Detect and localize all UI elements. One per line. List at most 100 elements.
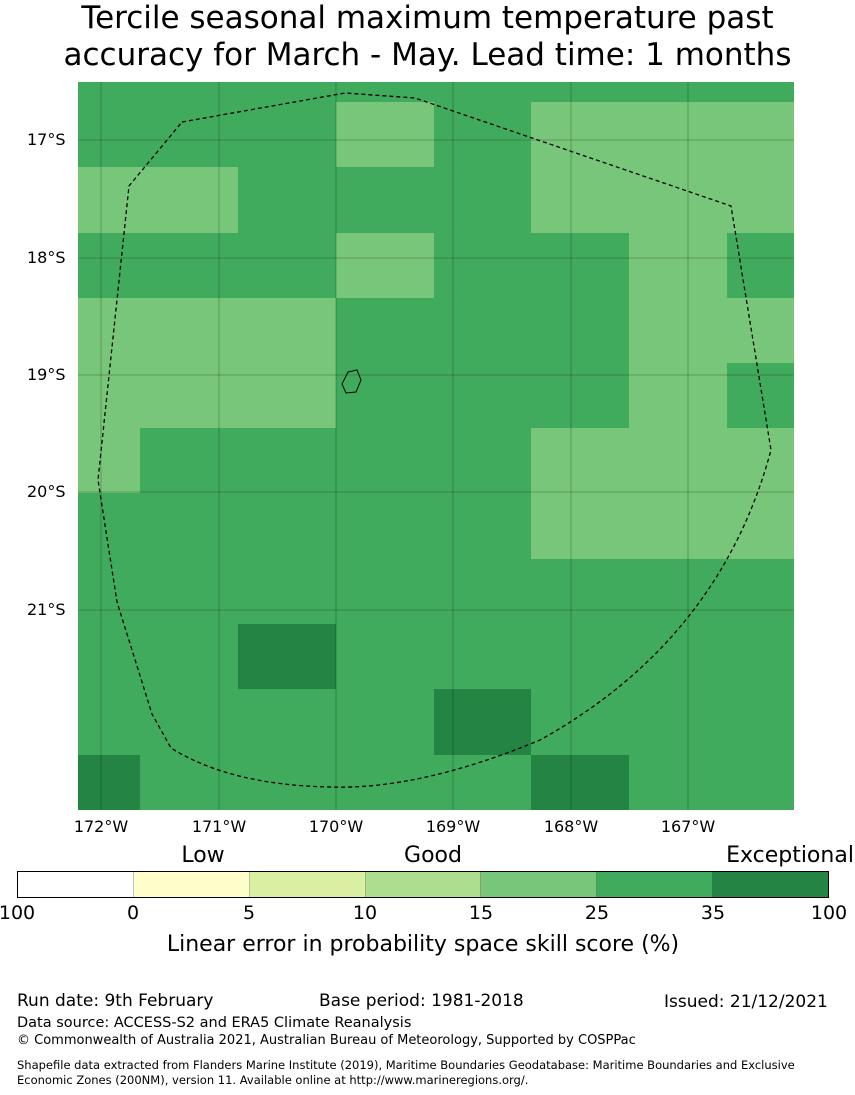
grid-cell — [629, 755, 727, 810]
grid-cell — [336, 82, 434, 102]
grid-cell — [727, 82, 794, 102]
base-period: Base period: 1981-2018 — [319, 991, 524, 1011]
colorbar-tick: 0 — [126, 902, 140, 924]
colorbar-label: Linear error in probability space skill … — [166, 932, 680, 957]
grid-cell — [336, 298, 434, 363]
grid-cell — [531, 559, 629, 624]
grid-cell — [727, 493, 794, 559]
grid-cell — [78, 755, 140, 810]
colorbar-swatch — [597, 872, 714, 897]
grid-cell — [238, 559, 336, 624]
colorbar-tick: 35 — [700, 902, 726, 924]
grid-cell — [531, 689, 629, 755]
grid-cell — [629, 689, 727, 755]
grid-cell — [140, 689, 238, 755]
grid-cell — [629, 493, 727, 559]
grid-cell — [727, 559, 794, 624]
colorbar-tick: 10 — [352, 902, 378, 924]
grid-cell — [336, 428, 434, 493]
category-low: Low — [181, 843, 225, 868]
grid-cell — [727, 233, 794, 298]
grid-cell — [531, 233, 629, 298]
grid-cell — [238, 363, 336, 428]
grid-cell — [336, 624, 434, 689]
grid-cell — [238, 428, 336, 493]
colorbar-swatch — [249, 872, 366, 897]
grid-cell — [336, 167, 434, 233]
grid-cell — [140, 102, 238, 167]
grid-cell — [434, 559, 531, 624]
skill-map — [78, 82, 794, 810]
category-exceptional: Exceptional — [726, 843, 854, 868]
grid-cell — [140, 167, 238, 233]
island-coastline — [341, 369, 362, 394]
grid-cell — [238, 624, 336, 689]
grid-cell — [629, 102, 727, 167]
colorbar-tick: 5 — [242, 902, 256, 924]
grid-cell — [336, 363, 434, 428]
lon-label: 168°W — [543, 817, 599, 836]
grid-cell — [140, 428, 238, 493]
colorbar — [17, 871, 829, 898]
grid-cell — [531, 493, 629, 559]
grid-cell — [336, 755, 434, 810]
map-title: Tercile seasonal maximum temperature pas… — [63, 0, 792, 73]
grid-cell — [727, 363, 794, 428]
grid-cell — [336, 233, 434, 298]
grid-cell — [629, 624, 727, 689]
grid-cell — [727, 298, 794, 363]
grid-cell — [727, 624, 794, 689]
grid-cell — [629, 233, 727, 298]
grid-cell — [727, 167, 794, 233]
grid-cell — [434, 298, 531, 363]
lon-label: 167°W — [660, 817, 716, 836]
grid-cell — [78, 233, 140, 298]
grid-cell — [336, 689, 434, 755]
grid-cell — [434, 167, 531, 233]
category-good: Good — [404, 843, 462, 868]
grid-cell — [140, 82, 238, 102]
grid-cell — [78, 493, 140, 559]
grid-cell — [78, 559, 140, 624]
grid-cell — [238, 233, 336, 298]
lat-label: 18°S — [27, 248, 66, 267]
colorbar-swatch — [713, 872, 829, 897]
grid-cell — [434, 428, 531, 493]
colorbar-tick: 15 — [468, 902, 494, 924]
lon-label: 170°W — [308, 817, 364, 836]
colorbar-tick: 100 — [0, 902, 36, 924]
grid-cell — [434, 755, 531, 810]
grid-cell — [727, 102, 794, 167]
grid-cell — [434, 82, 531, 102]
shapefile-credit: Economic Zones (200NM), version 11. Avai… — [17, 1073, 529, 1087]
copyright: © Commonwealth of Australia 2021, Austra… — [17, 1033, 636, 1048]
grid-cell — [531, 363, 629, 428]
grid-cell — [531, 298, 629, 363]
colorbar-swatch — [481, 872, 598, 897]
grid-cell — [78, 102, 140, 167]
lat-label: 20°S — [27, 482, 66, 501]
grid-cell — [629, 428, 727, 493]
grid-cell — [727, 755, 794, 810]
grid-cell — [140, 755, 238, 810]
lon-label: 172°W — [73, 817, 129, 836]
grid-cell — [531, 624, 629, 689]
colorbar-swatch — [133, 872, 250, 897]
grid-cell — [78, 689, 140, 755]
grid-cell — [238, 167, 336, 233]
grid-cell — [727, 689, 794, 755]
grid-cell — [531, 82, 629, 102]
grid-cell — [629, 363, 727, 428]
grid-cell — [238, 493, 336, 559]
grid-cell — [531, 428, 629, 493]
grid-cell — [434, 233, 531, 298]
grid-cell — [336, 493, 434, 559]
grid-cell — [238, 689, 336, 755]
colorbar-tick: 100 — [810, 902, 848, 924]
grid-cell — [78, 298, 140, 363]
lat-label: 19°S — [27, 365, 66, 384]
colorbar-swatch — [365, 872, 482, 897]
grid-cell — [434, 689, 531, 755]
grid-cell — [434, 624, 531, 689]
